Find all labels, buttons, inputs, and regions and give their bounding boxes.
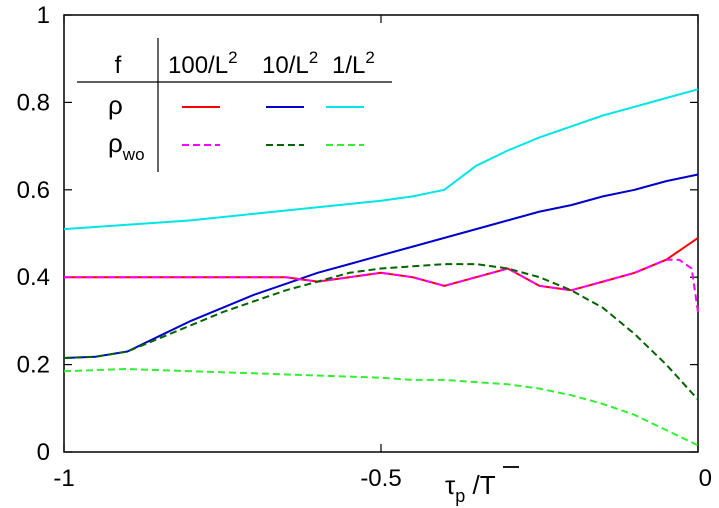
series-line-r0-c2 (63, 88, 699, 231)
legend-column-base: 100/L (168, 52, 228, 79)
legend-header: f (115, 52, 122, 79)
y-tick-label: 0.2 (17, 352, 50, 379)
legend-column-header: 100/L2 (168, 48, 238, 79)
y-tick-label: 0 (37, 439, 50, 466)
legend-row-base: ρ (108, 128, 123, 158)
legend-column-header: 1/L2 (332, 48, 375, 79)
series-line-r0-c0 (64, 237, 699, 292)
legend-row-label: ρwo (108, 128, 145, 164)
legend-column-sup: 2 (228, 48, 237, 67)
plot-frame (63, 14, 699, 453)
series-line-r1-c0 (64, 258, 699, 313)
x-axis-label-rest: /T (465, 470, 495, 500)
legend-column-header: 10/L2 (262, 48, 318, 79)
y-axis: 0 0.2 0.4 0.6 0.8 1 (17, 2, 698, 466)
legend-row-base: ρ (108, 90, 123, 120)
y-tick-label: 0.8 (17, 89, 50, 116)
x-axis: -1 -0.5 0 (53, 15, 712, 492)
x-tick-label: -1 (53, 465, 74, 492)
x-axis-label: τp /T (445, 470, 496, 506)
series-line-r0-c1 (63, 173, 699, 359)
y-tick-label: 1 (37, 2, 50, 29)
legend-column-base: 10/L (262, 52, 309, 79)
legend-row-label: ρ (108, 90, 123, 120)
legend-column-sup: 2 (309, 48, 318, 67)
series-layer (63, 88, 699, 447)
x-tick-label: 0 (699, 465, 712, 492)
x-axis-label-sub: p (455, 486, 465, 506)
series-line-r1-c2 (63, 368, 699, 447)
y-tick-label: 0.6 (17, 177, 50, 204)
x-axis-label-main: τ (445, 470, 456, 500)
legend-row-sub: wo (122, 145, 145, 164)
legend-column-sup: 2 (365, 48, 374, 67)
legend-column-base: 1/L (332, 52, 365, 79)
y-tick-label: 0.4 (17, 264, 50, 291)
x-tick-label: -0.5 (360, 465, 401, 492)
series-line-r1-c1 (63, 263, 699, 401)
